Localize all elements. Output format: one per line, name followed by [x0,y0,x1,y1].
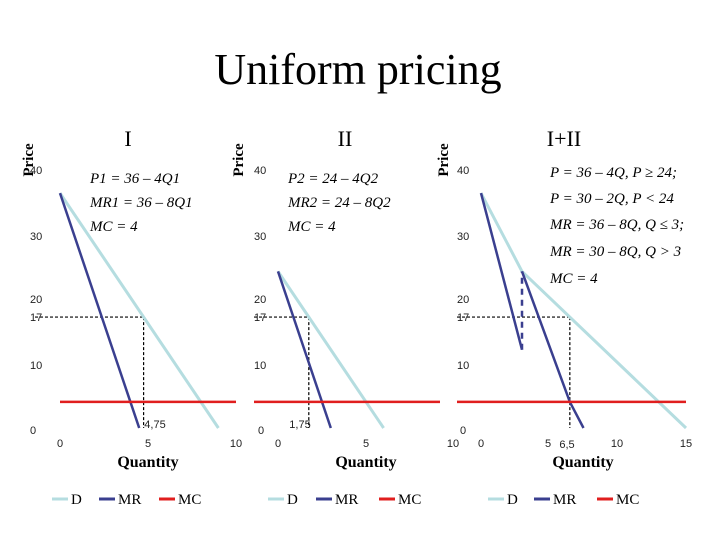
equation-marginal-cost: MC = 4 [549,271,598,287]
y-tick-label: 30 [457,231,469,243]
panel-market-2: II Price Quantity P2 = 24 – 4Q2 MR2 = 24… [231,126,440,471]
panel-title: II [338,126,353,151]
equation-demand-lower: P = 30 – 2Q, P < 24 [549,191,674,207]
x-tick-label: 5 [363,438,369,450]
y-tick-label-17: 17 [457,312,469,324]
x-tick-label: 10 [611,438,623,450]
legend-label-d: D [507,492,518,508]
equation-demand: P1 = 36 – 4Q1 [89,171,180,187]
legend-label-mc: MC [178,492,201,508]
equation-demand-upper: P = 36 – 4Q, P ≥ 24; [549,165,677,181]
x-tick-label-optimum: 1,75 [289,419,310,431]
y-tick-label: 10 [254,360,266,372]
x-tick-label-optimum: 4,75 [144,419,165,431]
x-axis-label: Quantity [552,454,613,471]
panel-title: I [124,126,131,151]
y-tick-label: 40 [457,165,469,177]
y-tick-label: 0 [30,425,36,437]
y-tick-label: 30 [254,231,266,243]
y-tick-label: 20 [254,294,266,306]
equation-marginal-cost: MC = 4 [89,219,138,235]
y-tick-label: 20 [30,294,42,306]
x-tick-label: 5 [545,438,551,450]
y-tick-label: 40 [254,165,266,177]
y-tick-label: 20 [457,294,469,306]
d-line [58,192,220,429]
legend-panel-1: D MR MC [52,492,201,508]
equation-marginal-cost: MC = 4 [287,219,336,235]
equation-marginal-revenue: MR2 = 24 – 8Q2 [287,195,391,211]
x-tick-label: 15 [680,438,692,450]
y-tick-label: 0 [258,425,264,437]
mr-line [58,192,141,429]
y-tick-label-17: 17 [30,312,42,324]
x-tick-label-optimum: 6,5 [559,439,574,451]
y-tick-label: 0 [460,425,466,437]
y-axis-label: Price [436,143,452,177]
x-tick-label: 0 [478,438,484,450]
x-axis-label: Quantity [117,454,178,471]
y-tick-label: 10 [30,360,42,372]
legend-label-d: D [287,492,298,508]
legend-panel-2: D MR MC [268,492,421,508]
panel-title: I+II [547,126,581,151]
x-tick-label: 5 [145,438,151,450]
y-tick-label: 40 [30,165,42,177]
legend-label-mr: MR [335,492,358,508]
y-tick-label: 10 [457,360,469,372]
equation-marginal-revenue: MR1 = 36 – 8Q1 [89,195,193,211]
x-tick-label: 0 [57,438,63,450]
mr-line [276,271,332,429]
legend-label-mc: MC [616,492,639,508]
slide-title: Uniform pricing [214,45,501,94]
legend-label-d: D [71,492,82,508]
panel-combined-market: I+II Price Quantity P = 36 – 4Q, P ≥ 24;… [436,126,692,471]
y-axis-label: Price [231,143,247,177]
legend-label-mr: MR [118,492,141,508]
d-line [276,270,385,429]
legend-label-mc: MC [398,492,421,508]
legend-panel-3: D MR MC [488,492,639,508]
x-tick-label: 10 [447,438,459,450]
x-axis-label: Quantity [335,454,396,471]
equation-demand: P2 = 24 – 4Q2 [287,171,379,187]
equation-mr-lower: MR = 30 – 8Q, Q > 3 [549,244,681,260]
y-tick-label-17: 17 [254,312,266,324]
panel-market-1: I Price Quantity P1 = 36 – 4Q1 MR1 = 36 … [21,126,242,471]
equation-mr-upper: MR = 36 – 8Q, Q ≤ 3; [549,217,684,233]
mr-line-segment-lower [520,270,585,429]
x-tick-label: 10 [230,438,242,450]
x-tick-label: 0 [275,438,281,450]
legend-label-mr: MR [553,492,576,508]
y-axis-label: Price [21,143,37,177]
y-tick-label: 30 [30,231,42,243]
mr-line-segment-upper [479,192,524,351]
